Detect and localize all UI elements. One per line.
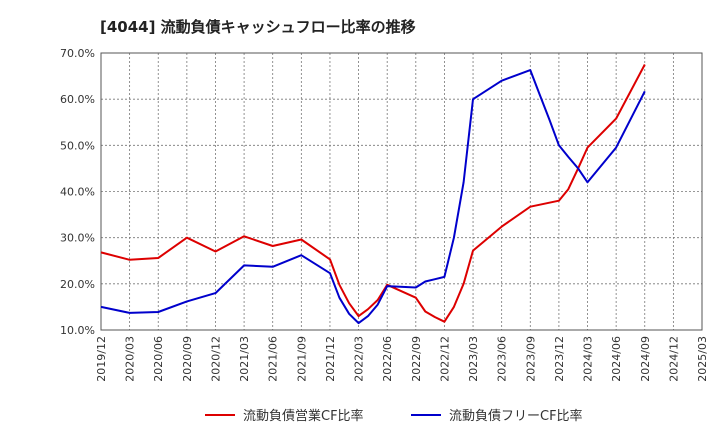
x-tick-label: 2020/03: [124, 336, 137, 382]
chart-title: [4044] 流動負債キャッシュフロー比率の推移: [100, 18, 416, 36]
series-lines: [100, 64, 646, 325]
series-free-cf-line: [100, 69, 646, 325]
y-tick-label: 50.0%: [60, 139, 95, 152]
y-tick-label: 40.0%: [60, 186, 95, 199]
legend-label: 流動負債フリーCF比率: [449, 408, 583, 424]
legend-label: 流動負債営業CF比率: [243, 408, 364, 424]
x-tick-label: 2023/09: [524, 336, 537, 382]
series-operating-cf-line: [100, 64, 646, 323]
x-tick-label: 2021/12: [324, 336, 337, 382]
x-tick-label: 2019/12: [95, 336, 108, 382]
x-tick-label: 2021/03: [238, 336, 251, 382]
x-tick-label: 2024/06: [610, 336, 623, 382]
x-tick-label: 2023/03: [467, 336, 480, 382]
x-tick-label: 2023/06: [496, 336, 509, 382]
x-tick-label: 2021/09: [295, 336, 308, 382]
x-tick-label: 2020/06: [152, 336, 165, 382]
x-tick-label: 2020/12: [209, 336, 222, 382]
y-tick-label: 70.0%: [60, 47, 95, 60]
x-tick-label: 2022/03: [353, 336, 366, 382]
y-tick-label: 60.0%: [60, 93, 95, 106]
x-tick-label: 2025/03: [696, 336, 709, 382]
x-tick-label: 2022/09: [410, 336, 423, 382]
x-tick-label: 2024/12: [667, 336, 680, 382]
grid: [100, 52, 703, 331]
x-tick-label: 2022/06: [381, 336, 394, 382]
x-axis-ticks: 2019/12 2020/03 2020/06 2020/09 2020/12 2021/…: [95, 336, 709, 382]
y-tick-label: 30.0%: [60, 232, 95, 245]
y-tick-label: 10.0%: [60, 324, 95, 337]
y-tick-label: 20.0%: [60, 278, 95, 291]
x-tick-label: 2023/12: [553, 336, 566, 382]
x-tick-label: 2024/03: [582, 336, 595, 382]
x-tick-label: 2020/09: [181, 336, 194, 382]
y-axis-ticks: 10.0% 20.0% 30.0% 40.0% 50.0% 60.0% 70.0%: [60, 47, 95, 337]
plot-area-frame: [100, 52, 703, 331]
legend: 流動負債営業CF比率 流動負債フリーCF比率: [205, 408, 583, 424]
x-tick-label: 2022/12: [438, 336, 451, 382]
x-tick-label: 2021/06: [267, 336, 280, 382]
x-tick-label: 2024/09: [639, 336, 652, 382]
